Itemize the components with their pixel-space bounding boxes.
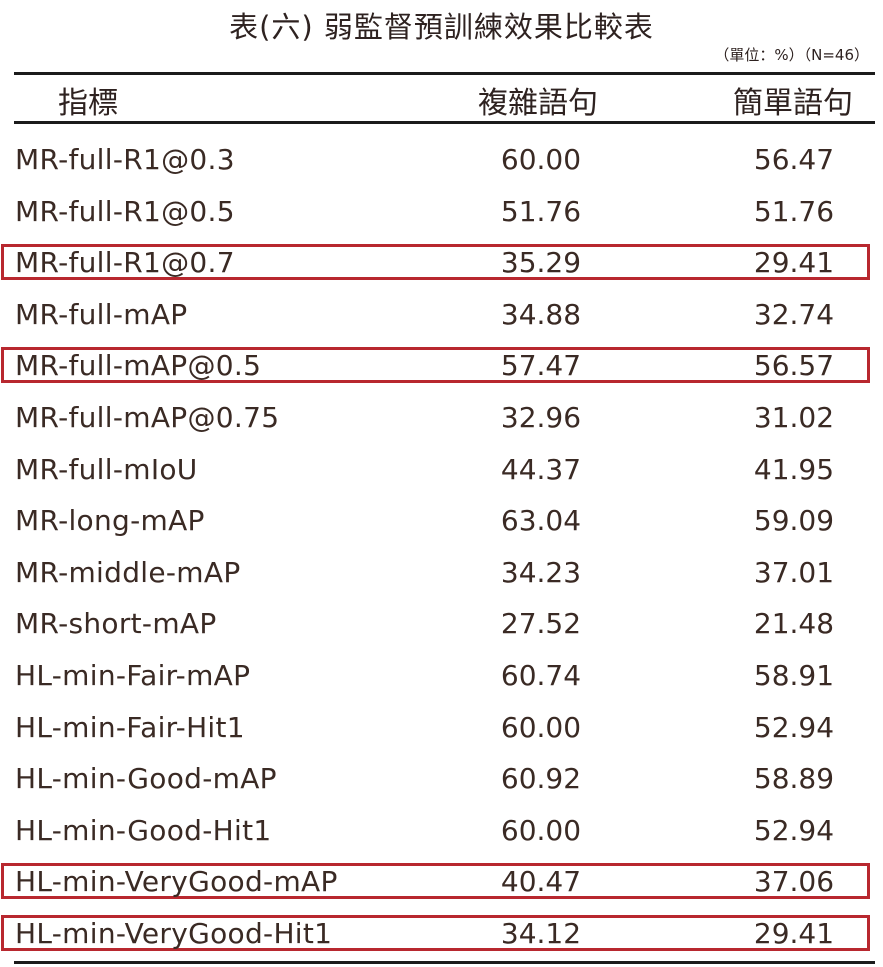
metric-cell: HL-min-Good-mAP	[15, 762, 277, 796]
metric-cell: MR-full-mAP	[15, 297, 188, 331]
metric-cell: MR-full-R1@0.7	[15, 246, 235, 280]
metric-cell: MR-full-mAP@0.5	[15, 349, 262, 383]
complex-value-cell: 32.96	[500, 401, 582, 434]
metric-cell: HL-min-Good-Hit1	[15, 813, 272, 847]
simple-value-cell: 56.57	[753, 349, 835, 383]
metric-cell: MR-full-R1@0.5	[15, 194, 235, 228]
simple-value-cell: 37.06	[753, 865, 835, 899]
simple-value-cell: 52.94	[753, 710, 835, 744]
highlight-box	[1, 347, 870, 384]
table-title: 表(六) 弱監督預訓練效果比較表	[229, 10, 654, 44]
table-row: HL-min-Fair-Hit1 60.00 52.94	[0, 702, 883, 754]
complex-value-cell: 60.92	[500, 762, 582, 796]
complex-value-cell: 40.47	[500, 865, 582, 899]
table-row: MR-full-mAP 34.88 32.74	[0, 289, 883, 341]
unit-note: （單位：%）（N=46）	[714, 46, 869, 64]
metric-cell: HL-min-Fair-mAP	[15, 659, 251, 692]
bottom-rule	[14, 961, 875, 964]
simple-value-cell: 59.09	[753, 504, 835, 538]
table-row: HL-min-Good-Hit1 60.00 52.94	[0, 805, 883, 857]
table-row: MR-middle-mAP 34.23 37.01	[0, 547, 883, 599]
complex-value-cell: 34.12	[500, 917, 582, 950]
header-metric: 指標	[58, 86, 118, 121]
simple-value-cell: 58.89	[753, 762, 835, 796]
table-row: MR-full-mAP@0.5 57.47 56.57	[0, 340, 883, 392]
complex-value-cell: 60.74	[500, 659, 582, 692]
table-row: MR-full-R1@0.5 51.76 51.76	[0, 186, 883, 238]
complex-value-cell: 57.47	[500, 349, 582, 383]
complex-value-cell: 35.29	[500, 246, 582, 280]
simple-value-cell: 52.94	[753, 813, 835, 847]
complex-value-cell: 63.04	[500, 504, 582, 538]
metric-cell: MR-short-mAP	[15, 607, 217, 641]
header-complex: 複雜語句	[478, 86, 598, 121]
table-row: MR-full-mAP@0.75 32.96 31.02	[0, 392, 883, 444]
table-row: MR-full-mIoU 44.37 41.95	[0, 444, 883, 496]
metric-cell: HL-min-Fair-Hit1	[15, 710, 245, 744]
complex-value-cell: 34.88	[500, 297, 582, 331]
table-row: HL-min-VeryGood-mAP 40.47 37.06	[0, 856, 883, 908]
top-rule	[14, 72, 875, 75]
simple-value-cell: 58.91	[753, 659, 835, 692]
metric-cell: MR-long-mAP	[15, 504, 205, 538]
simple-value-cell: 29.41	[753, 246, 835, 280]
metric-cell: HL-min-VeryGood-mAP	[15, 865, 338, 899]
simple-value-cell: 29.41	[753, 917, 835, 950]
metric-cell: MR-middle-mAP	[15, 555, 241, 589]
simple-value-cell: 56.47	[753, 143, 835, 176]
highlight-box	[1, 915, 870, 951]
simple-value-cell: 51.76	[753, 194, 835, 228]
complex-value-cell: 60.00	[500, 813, 582, 847]
table-row: MR-long-mAP 63.04 59.09	[0, 495, 883, 547]
complex-value-cell: 60.00	[500, 143, 582, 176]
simple-value-cell: 31.02	[753, 401, 835, 434]
simple-value-cell: 32.74	[753, 297, 835, 331]
table-row: HL-min-Good-mAP 60.92 58.89	[0, 753, 883, 805]
table-row: MR-full-R1@0.7 35.29 29.41	[0, 237, 883, 289]
highlight-box	[1, 863, 870, 900]
table-row: HL-min-Fair-mAP 60.74 58.91	[0, 650, 883, 702]
header-rule	[14, 121, 875, 124]
table-row: MR-full-R1@0.3 60.00 56.47	[0, 134, 883, 186]
complex-value-cell: 44.37	[500, 452, 582, 486]
complex-value-cell: 27.52	[500, 607, 582, 641]
simple-value-cell: 41.95	[753, 452, 835, 486]
complex-value-cell: 60.00	[500, 710, 582, 744]
simple-value-cell: 21.48	[753, 607, 835, 641]
highlight-box	[1, 244, 870, 281]
header-simple: 簡單語句	[733, 86, 853, 121]
complex-value-cell: 34.23	[500, 555, 582, 589]
table-row: HL-min-VeryGood-Hit1 34.12 29.41	[0, 908, 883, 960]
simple-value-cell: 37.01	[753, 555, 835, 589]
metric-cell: MR-full-mAP@0.75	[15, 401, 280, 434]
table-row: MR-short-mAP 27.52 21.48	[0, 598, 883, 650]
metric-cell: HL-min-VeryGood-Hit1	[15, 917, 333, 950]
metric-cell: MR-full-R1@0.3	[15, 143, 235, 176]
metric-cell: MR-full-mIoU	[15, 452, 198, 486]
complex-value-cell: 51.76	[500, 194, 582, 228]
